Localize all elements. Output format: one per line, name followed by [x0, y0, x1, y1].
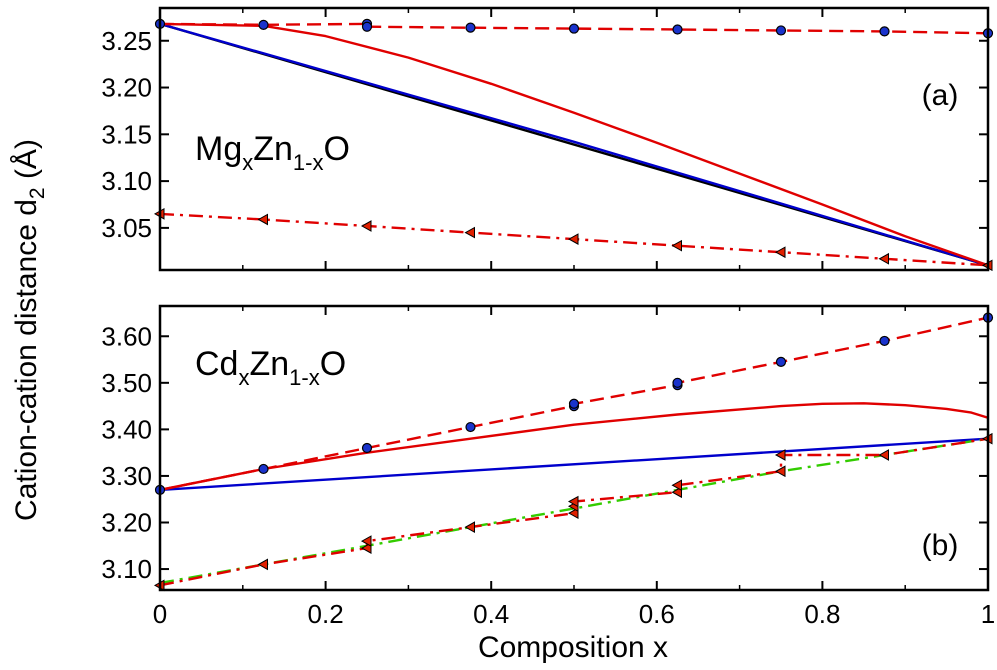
y-tick-label: 3.40 — [101, 414, 152, 444]
panel-b: 0 0.2 0.4 0.6 0.8 1 3.10 3.20 3.30 3.40 3.50 3.60 (b… — [101, 304, 995, 629]
data-point-circle — [361, 442, 373, 454]
y-tick-label: 3.20 — [101, 73, 152, 103]
formula-text: Zn — [249, 345, 289, 383]
data-point-circle — [672, 377, 683, 388]
data-point-circle — [568, 398, 580, 409]
formula-subscript: 1-x — [289, 365, 320, 390]
series-line — [160, 22, 988, 35]
data-point-triangle — [671, 486, 682, 499]
plot-frame — [158, 304, 990, 592]
data-point-circle — [465, 22, 476, 33]
data-point-triangle — [257, 213, 268, 226]
x-tick-label: 0 — [153, 599, 167, 629]
data-point-triangle — [774, 246, 786, 259]
y-tick-label: 3.60 — [101, 321, 152, 351]
data-point-triangle — [878, 252, 889, 265]
data-point-circle — [775, 356, 787, 367]
y-tick-label: 3.05 — [101, 213, 152, 243]
y-axis-title-unit: (Å) — [10, 139, 43, 187]
formula-subscript: x — [242, 150, 253, 175]
x-tick-label: 0.6 — [639, 599, 675, 629]
formula-text: O — [323, 130, 349, 168]
data-point-circle — [361, 21, 373, 32]
series-line — [160, 437, 988, 585]
x-axis-title: Composition x — [478, 631, 668, 664]
data-point-triangle — [671, 239, 682, 252]
data-point-triangle — [464, 521, 475, 533]
data-point-triangle — [878, 449, 889, 461]
data-point-triangle — [360, 535, 372, 547]
y-tick-label: 3.15 — [101, 119, 152, 149]
data-point-triangle — [360, 220, 372, 232]
x-tick-label: 0.2 — [308, 599, 344, 629]
compound-formula: MgxZn1-xO — [195, 130, 350, 175]
y-axis-title-main: Cation-cation distance d — [10, 199, 43, 521]
data-point-circle — [879, 26, 890, 37]
y-tick-label: 3.20 — [101, 507, 152, 537]
panel-label: (a) — [922, 79, 959, 112]
formula-text: O — [320, 345, 346, 383]
data-point-circle — [258, 463, 269, 475]
data-point-triangle — [257, 558, 268, 571]
data-point-triangle — [774, 465, 786, 478]
formula-subscript: x — [238, 365, 249, 390]
y-tick-label: 3.30 — [101, 461, 152, 491]
panel-label: (b) — [922, 529, 959, 562]
compound-formula: CdxZn1-xO — [195, 345, 346, 390]
plot-frame — [158, 6, 990, 272]
data-point-triangle — [567, 507, 579, 520]
panel-a: 3.05 3.10 3.15 3.20 3.25 (a) MgxZn1-xO — [101, 6, 994, 272]
data-point-triangle — [774, 449, 786, 461]
data-point-circle — [568, 23, 580, 34]
data-point-circle — [879, 335, 890, 347]
data-point-triangle — [567, 233, 579, 245]
data-point-circle — [672, 24, 683, 35]
data-point-circle — [775, 25, 787, 36]
data-point-circle — [258, 19, 269, 30]
y-axis-title: Cation-cation distance d2 (Å) — [10, 139, 49, 521]
data-point-triangle — [567, 495, 579, 508]
x-tick-label: 0.8 — [804, 599, 840, 629]
data-point-triangle — [464, 226, 475, 239]
data-point-triangle — [671, 479, 682, 492]
y-tick-label: 3.50 — [101, 368, 152, 398]
formula-text: Zn — [253, 130, 293, 168]
x-tick-label: 1 — [981, 599, 995, 629]
series-line — [160, 22, 988, 267]
series-line — [160, 437, 988, 492]
formula-text: Mg — [195, 130, 242, 168]
y-tick-label: 3.25 — [101, 26, 152, 56]
formula-text: Cd — [195, 345, 238, 383]
y-axis-title-sub: 2 — [26, 187, 49, 199]
data-point-triangle — [360, 542, 372, 554]
data-point-circle — [465, 421, 476, 433]
y-tick-label: 3.10 — [101, 554, 152, 584]
x-tick-label: 0.4 — [473, 599, 509, 629]
formula-subscript: 1-x — [293, 150, 324, 175]
y-tick-label: 3.10 — [101, 166, 152, 196]
series-line — [160, 22, 988, 267]
